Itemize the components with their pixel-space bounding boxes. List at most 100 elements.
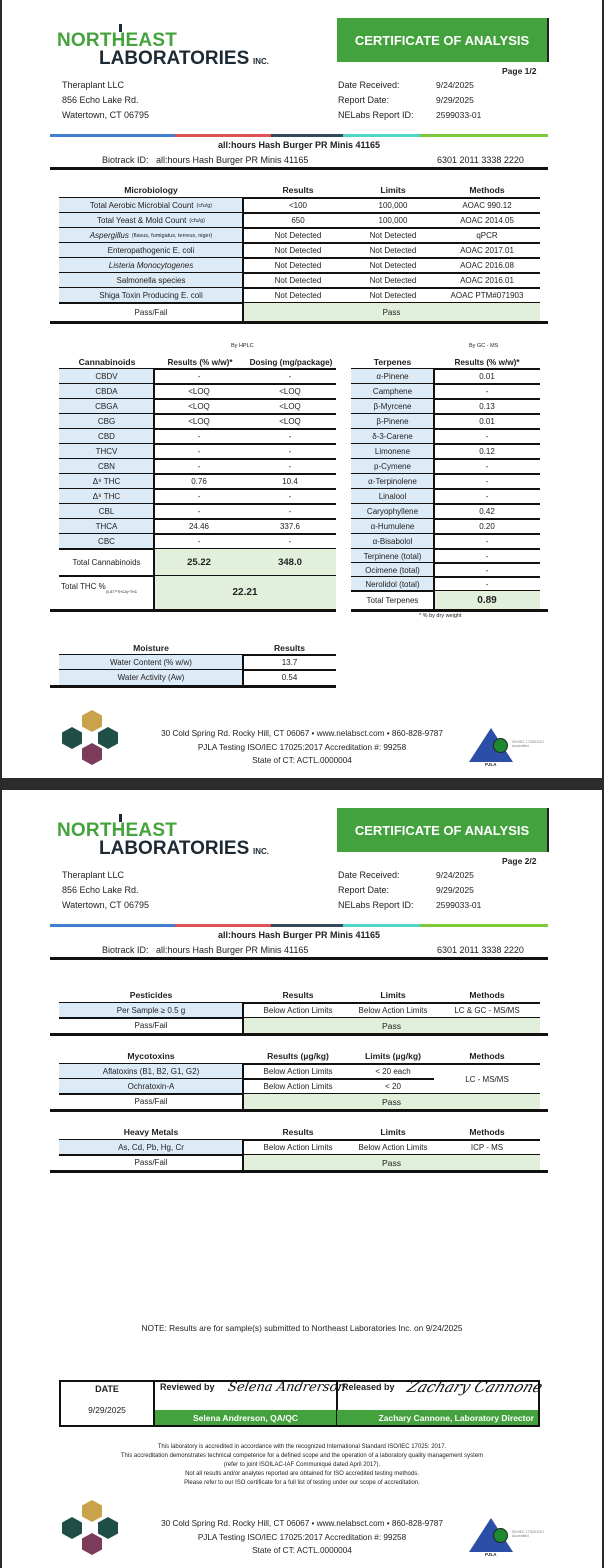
page-number: Page 1/2 — [502, 66, 537, 76]
mycotoxins-name: Ochratoxin-A — [127, 1082, 175, 1091]
terpene-header: Results (% w/w)* — [454, 357, 520, 367]
pjla-label: PJLA — [485, 1552, 497, 1557]
cannabinoid-dosing: 337.6 — [279, 522, 301, 531]
mycotoxins-header: Results (µg/kg) — [267, 1051, 329, 1061]
cell-background — [351, 399, 434, 414]
mycotoxins-header: Mycotoxins — [127, 1051, 175, 1061]
divider — [153, 368, 155, 609]
divider — [50, 685, 336, 688]
divider — [59, 1093, 540, 1095]
meta-value: 9/24/2025 — [436, 870, 474, 880]
cell-background — [59, 655, 243, 670]
terpene-name: β-Pinene — [376, 417, 409, 426]
footer-state-license: State of CT: ACTL.0000004 — [252, 1545, 352, 1555]
terpene-name: p-Cymene — [374, 462, 411, 471]
microbiology-test-name: Salmonella species — [59, 273, 243, 288]
divider — [59, 518, 336, 520]
divider — [351, 458, 540, 460]
cell-background — [59, 1003, 243, 1018]
test-name: Total Yeast & Mold Count — [97, 216, 187, 225]
pjla-note: ISO/IEC 17025:2017 Accredited — [512, 740, 545, 748]
logo-northeast: NORTHEAST — [57, 30, 178, 51]
terpene-result: - — [485, 477, 489, 486]
microbiology-result: Not Detected — [274, 276, 322, 285]
divider — [59, 1063, 540, 1065]
pass-fail-label: Pass/Fail — [134, 1097, 168, 1106]
microbiology-limit: 100,000 — [378, 201, 408, 210]
divider — [50, 609, 336, 612]
releaser-name: Zachary Cannone, Laboratory Director — [378, 1412, 534, 1423]
divider — [351, 383, 540, 385]
client-name: Theraplant LLC — [62, 80, 125, 90]
cannabinoid-name: Δ⁹ THC — [92, 477, 121, 486]
divider — [433, 368, 435, 609]
divider — [351, 562, 540, 564]
page-edge — [0, 0, 2, 1568]
microbiology-header: Results — [282, 185, 314, 195]
microbiology-result: <100 — [288, 201, 308, 210]
heavy_metals-method: ICP - MS — [470, 1143, 504, 1152]
divider — [59, 458, 336, 460]
divider — [59, 654, 336, 656]
meta-label: NELabs Report ID: — [338, 110, 414, 120]
cell-background — [59, 504, 154, 519]
cannabinoid-result: - — [197, 537, 201, 546]
meta-value: 9/24/2025 — [436, 80, 474, 90]
divider — [242, 197, 244, 321]
meta-label: Date Received: — [338, 870, 400, 880]
released-by-label: Released by — [342, 1382, 395, 1392]
cannabinoid-name: CBC — [98, 537, 115, 546]
cell-background — [59, 213, 243, 228]
microbiology-limit: Not Detected — [369, 276, 417, 285]
cannabinoid-dosing: - — [288, 507, 292, 516]
cell-background — [351, 504, 434, 519]
divider — [336, 1380, 338, 1427]
cannabinoid-name: CBN — [98, 462, 115, 471]
microbiology-result: Not Detected — [274, 261, 322, 270]
terpene-name: α-Terpinolene — [368, 477, 417, 486]
accreditation-badge-icon — [62, 1517, 82, 1539]
cannabinoid-name: CBG — [97, 417, 116, 426]
microbiology-method: AOAC PTM#071903 — [450, 291, 524, 300]
mycotoxins-limit: < 20 each — [375, 1067, 411, 1076]
accreditation-text: Please refer to our ISO certificate for … — [184, 1480, 420, 1487]
divider — [351, 443, 540, 445]
cell-background — [351, 577, 434, 591]
total-thc-label: Total THC % — [61, 582, 106, 591]
pass-fail-value: Pass — [382, 307, 401, 317]
cell-background — [59, 1064, 243, 1079]
divider — [351, 518, 540, 520]
heavy_metals-result: Below Action Limits — [263, 1143, 333, 1152]
cannabinoid-result: 24.46 — [188, 522, 210, 531]
cell-background — [351, 519, 434, 534]
microbiology-test-name: Total Yeast & Mold Count (cfu/g) — [59, 213, 243, 228]
terpene-result: 0.20 — [479, 522, 495, 531]
accreditation-text: Not all results and/or analytes reported… — [185, 1471, 419, 1478]
cell-background — [59, 670, 243, 685]
flask-icon — [119, 24, 122, 32]
sample-note: NOTE: Results are for sample(s) submitte… — [141, 1323, 463, 1333]
cannabinoid-result: - — [197, 462, 201, 471]
cannabinoid-header: Results (% w/w)* — [167, 357, 233, 367]
divider — [59, 257, 540, 259]
meta-label: Report Date: — [338, 95, 390, 105]
client-name: Theraplant LLC — [62, 870, 125, 880]
divider — [50, 1033, 548, 1036]
biotrack-number: 6301 2011 3338 2220 — [437, 945, 524, 955]
cell-background — [59, 273, 243, 288]
divider — [59, 669, 336, 671]
divider — [59, 488, 336, 490]
microbiology-limit: Not Detected — [369, 246, 417, 255]
pesticides-header: Pesticides — [129, 990, 173, 1000]
accreditation-badge-icon — [62, 727, 82, 749]
microbiology-result: Not Detected — [274, 231, 322, 240]
divider — [59, 1002, 540, 1004]
test-name: Shiga Toxin Producing E. coli — [99, 291, 203, 300]
microbiology-header: Microbiology — [124, 185, 178, 195]
pass-fail-label: Pass/Fail — [134, 1158, 168, 1167]
cell-background — [59, 414, 154, 429]
pjla-globe-icon — [493, 1528, 508, 1543]
cannabinoid-name: THCA — [95, 522, 118, 531]
microbiology-result: Not Detected — [274, 246, 322, 255]
microbiology-header: Methods — [469, 185, 505, 195]
